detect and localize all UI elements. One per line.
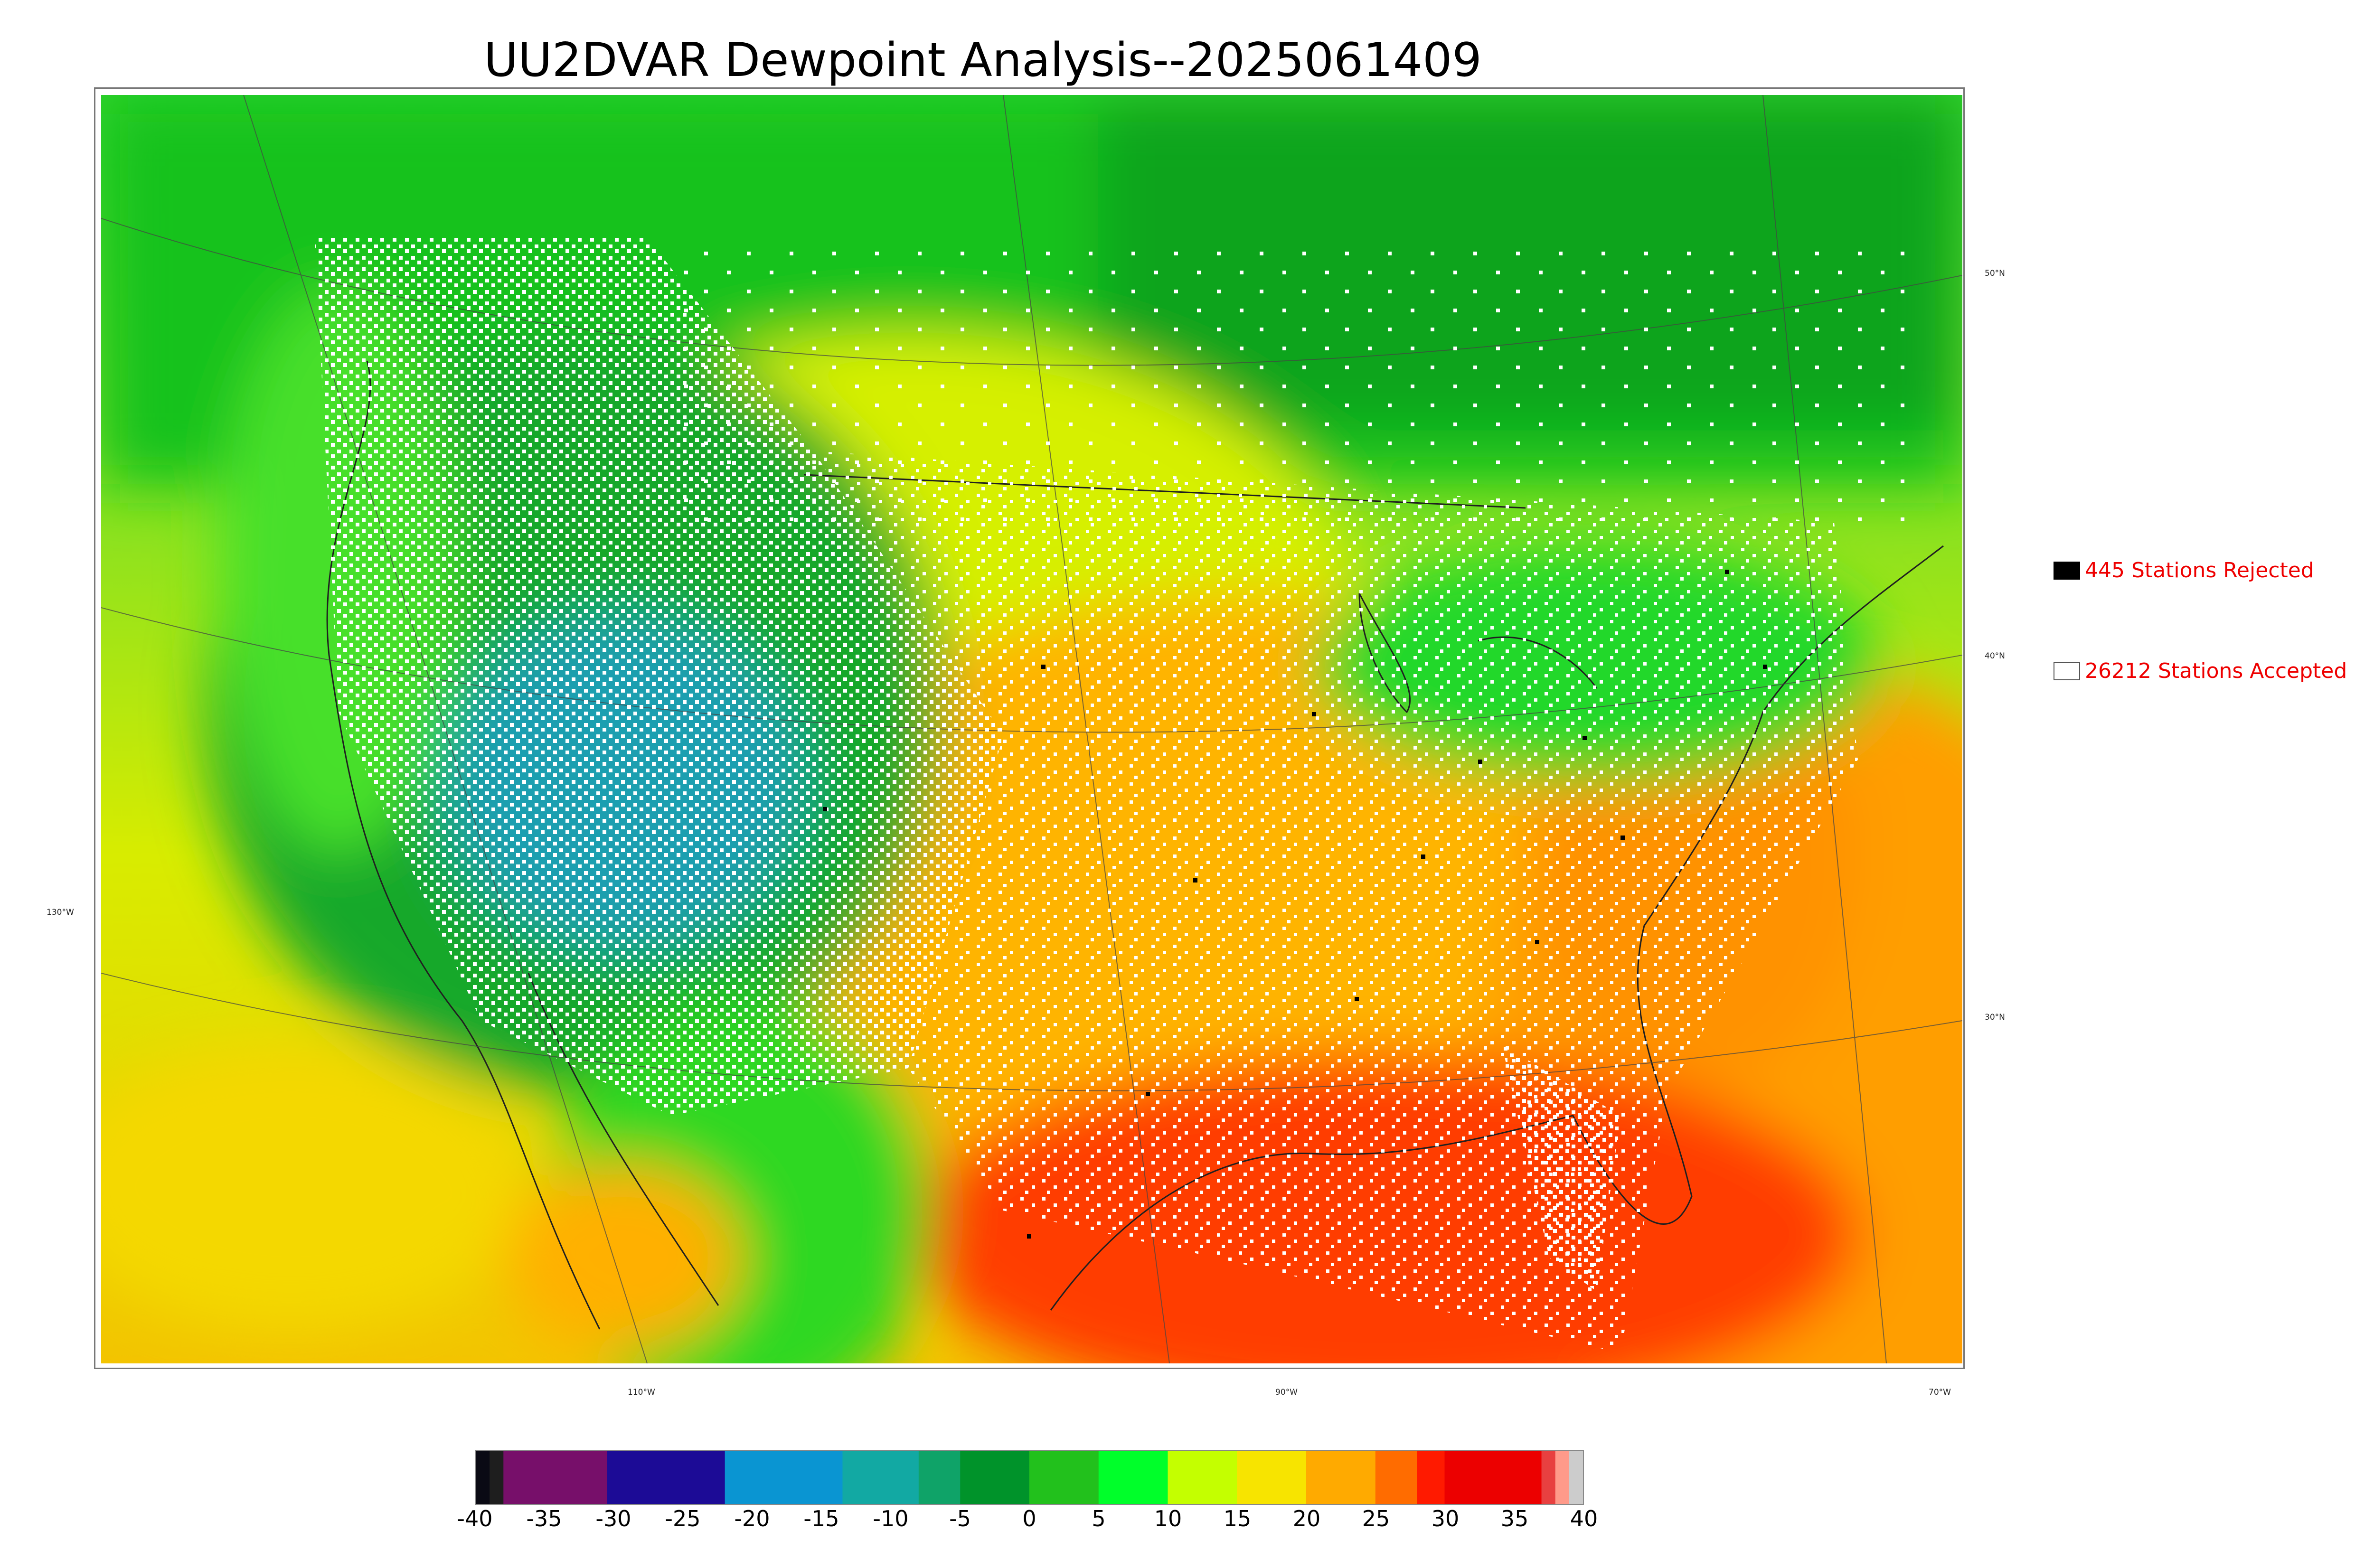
lat-label-40: 40°N: [1985, 651, 2005, 661]
colorbar-tick-label: -20: [734, 1506, 770, 1531]
colorbar-segment: [1375, 1451, 1417, 1504]
lon-label-70w: 70°W: [1929, 1388, 1951, 1397]
accepted-stations: [315, 237, 1905, 1353]
colorbar-segment: [1417, 1451, 1445, 1504]
legend-accepted-label: 26212 Stations Accepted: [2085, 659, 2347, 683]
lat-label-50: 50°N: [1985, 269, 2005, 278]
colorbar-segment: [1237, 1451, 1307, 1504]
accepted-swatch-icon: [2054, 662, 2080, 680]
colorbar-segment: [1569, 1451, 1583, 1504]
colorbar-tick-label: 10: [1154, 1506, 1182, 1531]
colorbar: [475, 1450, 1584, 1505]
legend-rejected: 445 Stations Rejected: [2054, 558, 2314, 582]
colorbar-segment: [725, 1451, 843, 1504]
colorbar-tick-label: -25: [665, 1506, 701, 1531]
colorbar-tick-label: -40: [457, 1506, 493, 1531]
colorbar-tick-label: 25: [1362, 1506, 1390, 1531]
colorbar-tick-label: 5: [1092, 1506, 1106, 1531]
colorbar-segment: [490, 1451, 504, 1504]
colorbar-segment: [503, 1451, 608, 1504]
colorbar-tick-label: 40: [1570, 1506, 1598, 1531]
colorbar-tick-label: 35: [1500, 1506, 1529, 1531]
legend-accepted: 26212 Stations Accepted: [2054, 659, 2347, 683]
lon-label-110w: 110°W: [628, 1388, 655, 1397]
colorbar-tick-label: -30: [595, 1506, 631, 1531]
rejected-stations: [823, 570, 1767, 1239]
lat-label-30: 30°N: [1985, 1013, 2005, 1022]
colorbar-segment: [842, 1451, 919, 1504]
colorbar-segment: [1444, 1451, 1542, 1504]
colorbar-segment: [1029, 1451, 1099, 1504]
colorbar-segment: [918, 1451, 961, 1504]
colorbar-tick-label: -35: [526, 1506, 562, 1531]
dewpoint-map: [101, 95, 1962, 1363]
lon-label-90w: 90°W: [1275, 1388, 1298, 1397]
colorbar-tick-label: -5: [949, 1506, 971, 1531]
colorbar-segment: [1306, 1451, 1376, 1504]
colorbar-tick-label: -15: [803, 1506, 839, 1531]
colorbar-segment: [1541, 1451, 1556, 1504]
colorbar-segment: [476, 1451, 490, 1504]
colorbar-segment: [960, 1451, 1030, 1504]
lon-label-130w: 130°W: [47, 908, 74, 917]
colorbar-tick-label: 0: [1022, 1506, 1036, 1531]
rejected-swatch-icon: [2054, 561, 2080, 580]
colorbar-tick-label: 20: [1292, 1506, 1321, 1531]
map-title: UU2DVAR Dewpoint Analysis--2025061409: [484, 33, 1482, 87]
colorbar-segment: [1555, 1451, 1570, 1504]
colorbar-segment: [1098, 1451, 1168, 1504]
colorbar-tick-label: 30: [1431, 1506, 1460, 1531]
colorbar-tick-label: -10: [873, 1506, 909, 1531]
colorbar-segment: [1168, 1451, 1237, 1504]
legend-rejected-label: 445 Stations Rejected: [2085, 558, 2314, 582]
colorbar-segment: [607, 1451, 725, 1504]
colorbar-tick-label: 15: [1223, 1506, 1252, 1531]
